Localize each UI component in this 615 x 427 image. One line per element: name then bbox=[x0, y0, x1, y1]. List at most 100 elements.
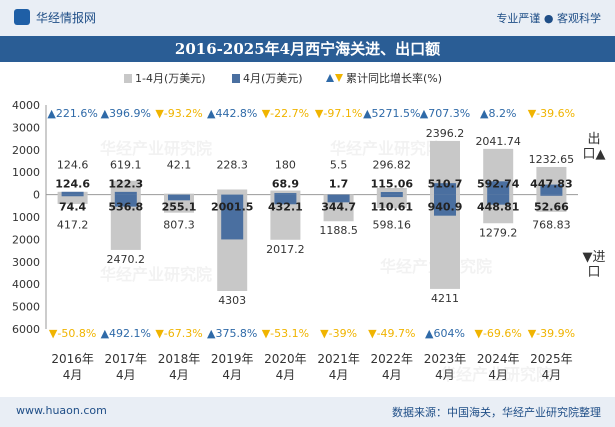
export-cumulative-label: 42.1 bbox=[167, 159, 192, 172]
import-growth-label: ▼-39% bbox=[320, 327, 357, 340]
export-april-bar bbox=[61, 191, 84, 195]
export-cumulative-label: 1232.65 bbox=[529, 153, 575, 166]
export-cumulative-label: 228.3 bbox=[216, 159, 248, 172]
export-april-bar bbox=[487, 181, 510, 195]
y-tick-label: 2000 bbox=[12, 144, 40, 157]
y-tick-label: 1000 bbox=[12, 211, 40, 224]
import-april-bar bbox=[61, 194, 84, 197]
x-tick-label-year: 2025年 bbox=[530, 352, 573, 366]
legend-growth: 累计同比增长率(%) bbox=[346, 71, 442, 85]
export-april-bar bbox=[274, 193, 297, 195]
import-side-label: ▼进口 bbox=[582, 250, 606, 280]
legend-april: 4月(万美元) bbox=[243, 72, 303, 85]
export-cumulative-bar bbox=[164, 193, 194, 195]
title-bar bbox=[0, 36, 615, 62]
import-growth-label: ▼-49.7% bbox=[368, 327, 415, 340]
x-tick-label-year: 2020年 bbox=[264, 352, 307, 366]
legend-down-icon bbox=[335, 74, 343, 82]
export-cumulative-label: 180 bbox=[275, 159, 296, 172]
export-growth-label: ▲396.9% bbox=[101, 107, 151, 120]
y-tick-label: 2000 bbox=[12, 233, 40, 246]
footer-bar bbox=[0, 397, 615, 427]
y-tick-label: 1000 bbox=[12, 166, 40, 179]
import-cumulative-label: 4211 bbox=[431, 292, 459, 305]
export-april-label: 122.3 bbox=[108, 178, 143, 191]
legend-up-icon bbox=[326, 74, 334, 82]
import-cumulative-label: 2470.2 bbox=[107, 253, 146, 266]
x-tick-label-month: 4月 bbox=[276, 368, 296, 382]
x-tick-label-month: 4月 bbox=[116, 368, 136, 382]
import-april-bar bbox=[221, 194, 244, 240]
y-tick-label: 3000 bbox=[12, 121, 40, 134]
import-april-bar bbox=[540, 194, 563, 196]
import-growth-label: ▼-67.3% bbox=[155, 327, 202, 340]
x-tick-label-year: 2023年 bbox=[424, 352, 467, 366]
export-growth-label: ▼-97.1% bbox=[315, 107, 362, 120]
x-tick-label-month: 4月 bbox=[435, 368, 455, 382]
watermark-text: 华经产业研究院 bbox=[440, 365, 552, 384]
export-cumulative-bar bbox=[217, 189, 248, 195]
export-april-label: 124.6 bbox=[55, 178, 90, 191]
import-april-label: 536.8 bbox=[108, 201, 143, 214]
import-april-bar bbox=[487, 194, 510, 205]
x-tick-label-year: 2018年 bbox=[158, 352, 201, 366]
import-april-label: 255.1 bbox=[162, 201, 197, 214]
import-growth-label: ▲375.8% bbox=[207, 327, 257, 340]
x-tick-label-month: 4月 bbox=[169, 368, 189, 382]
footer-website: www.huaon.com bbox=[16, 404, 107, 417]
x-tick-label-month: 4月 bbox=[382, 368, 402, 382]
watermark-text: 华经产业研究院 bbox=[100, 139, 212, 158]
y-tick-label: 5000 bbox=[12, 301, 40, 314]
export-april-bar bbox=[114, 191, 137, 195]
x-tick-label-month: 4月 bbox=[488, 368, 508, 382]
import-april-bar bbox=[327, 194, 350, 203]
x-tick-label-year: 2017年 bbox=[105, 352, 148, 366]
export-april-label: 115.06 bbox=[371, 178, 414, 191]
x-tick-label-month: 4月 bbox=[63, 368, 83, 382]
import-cumulative-bar bbox=[57, 194, 88, 204]
import-growth-label: ▼-69.6% bbox=[475, 327, 522, 340]
x-tick-label-year: 2021年 bbox=[317, 352, 360, 366]
export-growth-label: ▲221.6% bbox=[47, 107, 97, 120]
legend-cumulative: 1-4月(万美元) bbox=[135, 72, 206, 85]
x-tick-label-year: 2022年 bbox=[371, 352, 414, 366]
import-april-label: 448.81 bbox=[477, 201, 519, 214]
import-growth-label: ▼-39.9% bbox=[528, 327, 575, 340]
import-april-label: 110.61 bbox=[371, 201, 413, 214]
logo-text: 华经情报网 bbox=[36, 11, 97, 25]
import-cumulative-label: 807.3 bbox=[163, 219, 195, 232]
export-side-label: 出口▲ bbox=[582, 132, 606, 162]
export-cumulative-label: 2396.2 bbox=[426, 127, 465, 140]
export-april-label: 592.74 bbox=[477, 178, 520, 191]
export-growth-label: ▲5271.5% bbox=[363, 107, 420, 120]
y-tick-label: 4000 bbox=[12, 278, 40, 291]
import-april-bar bbox=[434, 194, 456, 216]
import-april-bar bbox=[274, 194, 297, 205]
import-april-label: 344.7 bbox=[321, 201, 356, 214]
import-cumulative-label: 768.83 bbox=[532, 219, 571, 232]
legend-swatch-april bbox=[232, 74, 240, 83]
export-growth-label: ▼-93.2% bbox=[155, 107, 202, 120]
import-cumulative-label: 1279.2 bbox=[479, 226, 518, 239]
export-growth-label: ▼-22.7% bbox=[262, 107, 309, 120]
export-april-bar bbox=[380, 192, 403, 195]
import-april-label: 74.4 bbox=[59, 201, 86, 214]
import-cumulative-label: 417.2 bbox=[57, 219, 89, 232]
y-tick-label: 6000 bbox=[12, 323, 40, 336]
import-growth-label: ▲492.1% bbox=[101, 327, 151, 340]
top-banner bbox=[0, 0, 615, 36]
import-april-label: 940.9 bbox=[428, 201, 463, 214]
export-cumulative-bar bbox=[376, 187, 407, 195]
tagline: 专业严谨 ● 客观科学 bbox=[496, 12, 601, 25]
export-cumulative-bar bbox=[270, 190, 301, 195]
import-cumulative-label: 2017.2 bbox=[266, 243, 305, 256]
export-growth-label: ▲442.8% bbox=[207, 107, 257, 120]
x-tick-label-month: 4月 bbox=[222, 368, 242, 382]
watermark-text: 华经产业研究院 bbox=[100, 265, 212, 284]
export-growth-label: ▲8.2% bbox=[480, 107, 516, 120]
export-cumulative-bar bbox=[110, 180, 141, 195]
import-growth-label: ▲604% bbox=[425, 327, 465, 340]
legend-swatch-cumulative bbox=[124, 74, 132, 83]
watermark-text: 华经产业研究院 bbox=[330, 139, 442, 158]
export-cumulative-label: 619.1 bbox=[110, 159, 142, 172]
